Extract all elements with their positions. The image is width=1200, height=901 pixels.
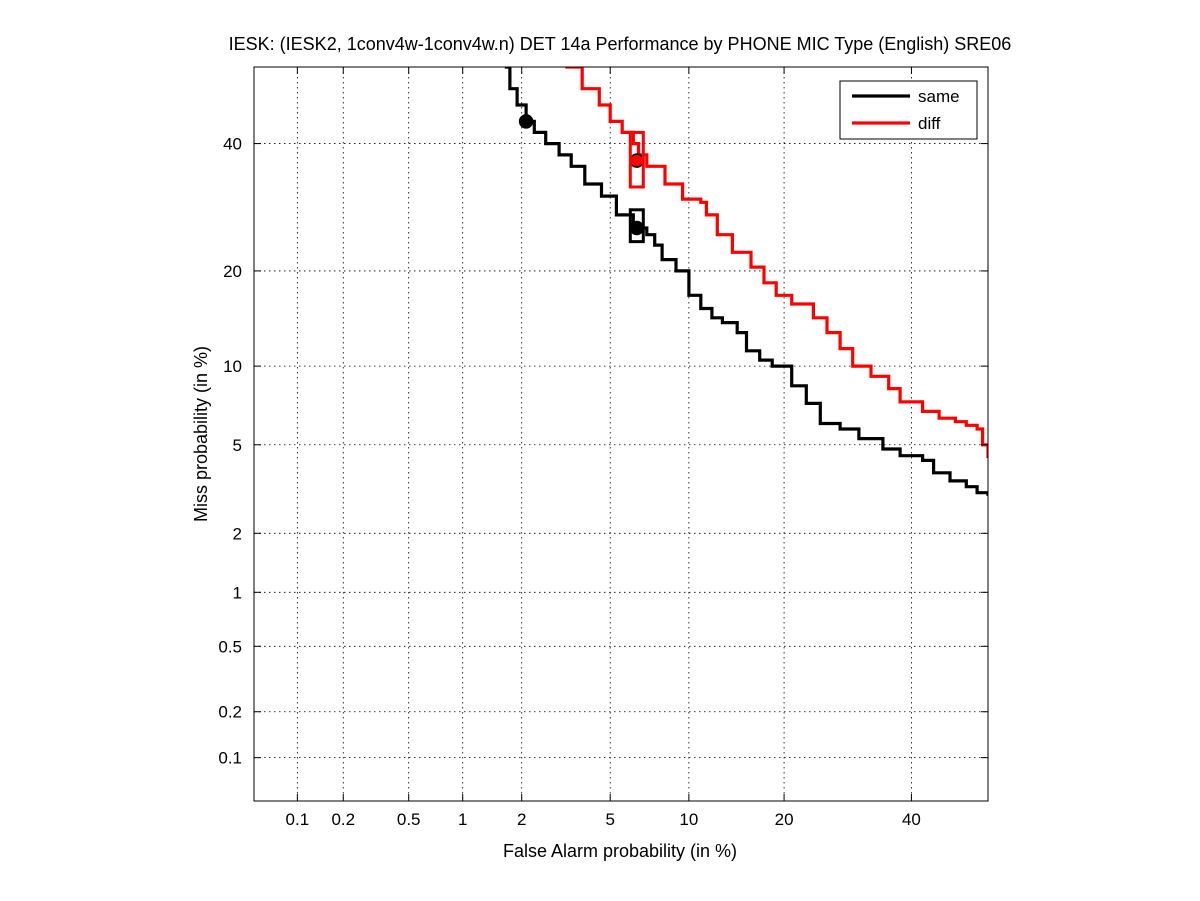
y-tick-label: 1	[233, 583, 242, 602]
y-tick-label: 20	[223, 262, 242, 281]
y-tick-label: 0.1	[218, 749, 242, 768]
series-line-same	[504, 67, 988, 496]
y-tick-label: 5	[233, 436, 242, 455]
y-tick-label: 10	[223, 357, 242, 376]
x-tick-label: 0.1	[286, 810, 310, 829]
marker-dot-same	[518, 114, 534, 129]
y-tick-label: 40	[223, 135, 242, 154]
y-tick-label: 2	[233, 524, 242, 543]
marker-dot-same	[629, 220, 645, 236]
x-tick-label: 2	[517, 810, 526, 829]
x-tick-label: 20	[775, 810, 794, 829]
x-tick-label: 0.2	[331, 810, 355, 829]
x-axis-label: False Alarm probability (in %)	[503, 841, 737, 861]
legend-box	[839, 80, 978, 140]
series-diff	[565, 67, 988, 458]
x-tick-label: 40	[902, 810, 921, 829]
marker-box-diff	[628, 130, 645, 189]
plot-frame	[253, 66, 989, 802]
plot-series	[504, 67, 988, 496]
legend: same diff	[839, 80, 978, 140]
x-tick-label: 10	[679, 810, 698, 829]
legend-label-same: same	[918, 87, 960, 106]
y-tick-label: 0.5	[218, 637, 242, 656]
marker-dot-diff	[629, 153, 645, 168]
series-same	[504, 67, 988, 496]
x-tick-label: 5	[605, 810, 614, 829]
y-tick-label: 0.2	[218, 703, 242, 722]
series-line-diff	[565, 67, 988, 458]
y-axis-label: Miss probability (in %)	[191, 346, 211, 522]
x-tick-label: 1	[458, 810, 467, 829]
marker-box-same	[628, 208, 645, 244]
legend-label-diff: diff	[918, 114, 941, 133]
axis-ticks: 0.1 0.2 0.5 1 2 5 10 20 40 0.1 0.2 0.5 1 2 5 10 20 40	[218, 67, 988, 829]
chart-title: IESK: (IESK2, 1conv4w-1conv4w.n) DET 14a…	[229, 34, 1012, 54]
x-tick-label: 0.5	[397, 810, 421, 829]
